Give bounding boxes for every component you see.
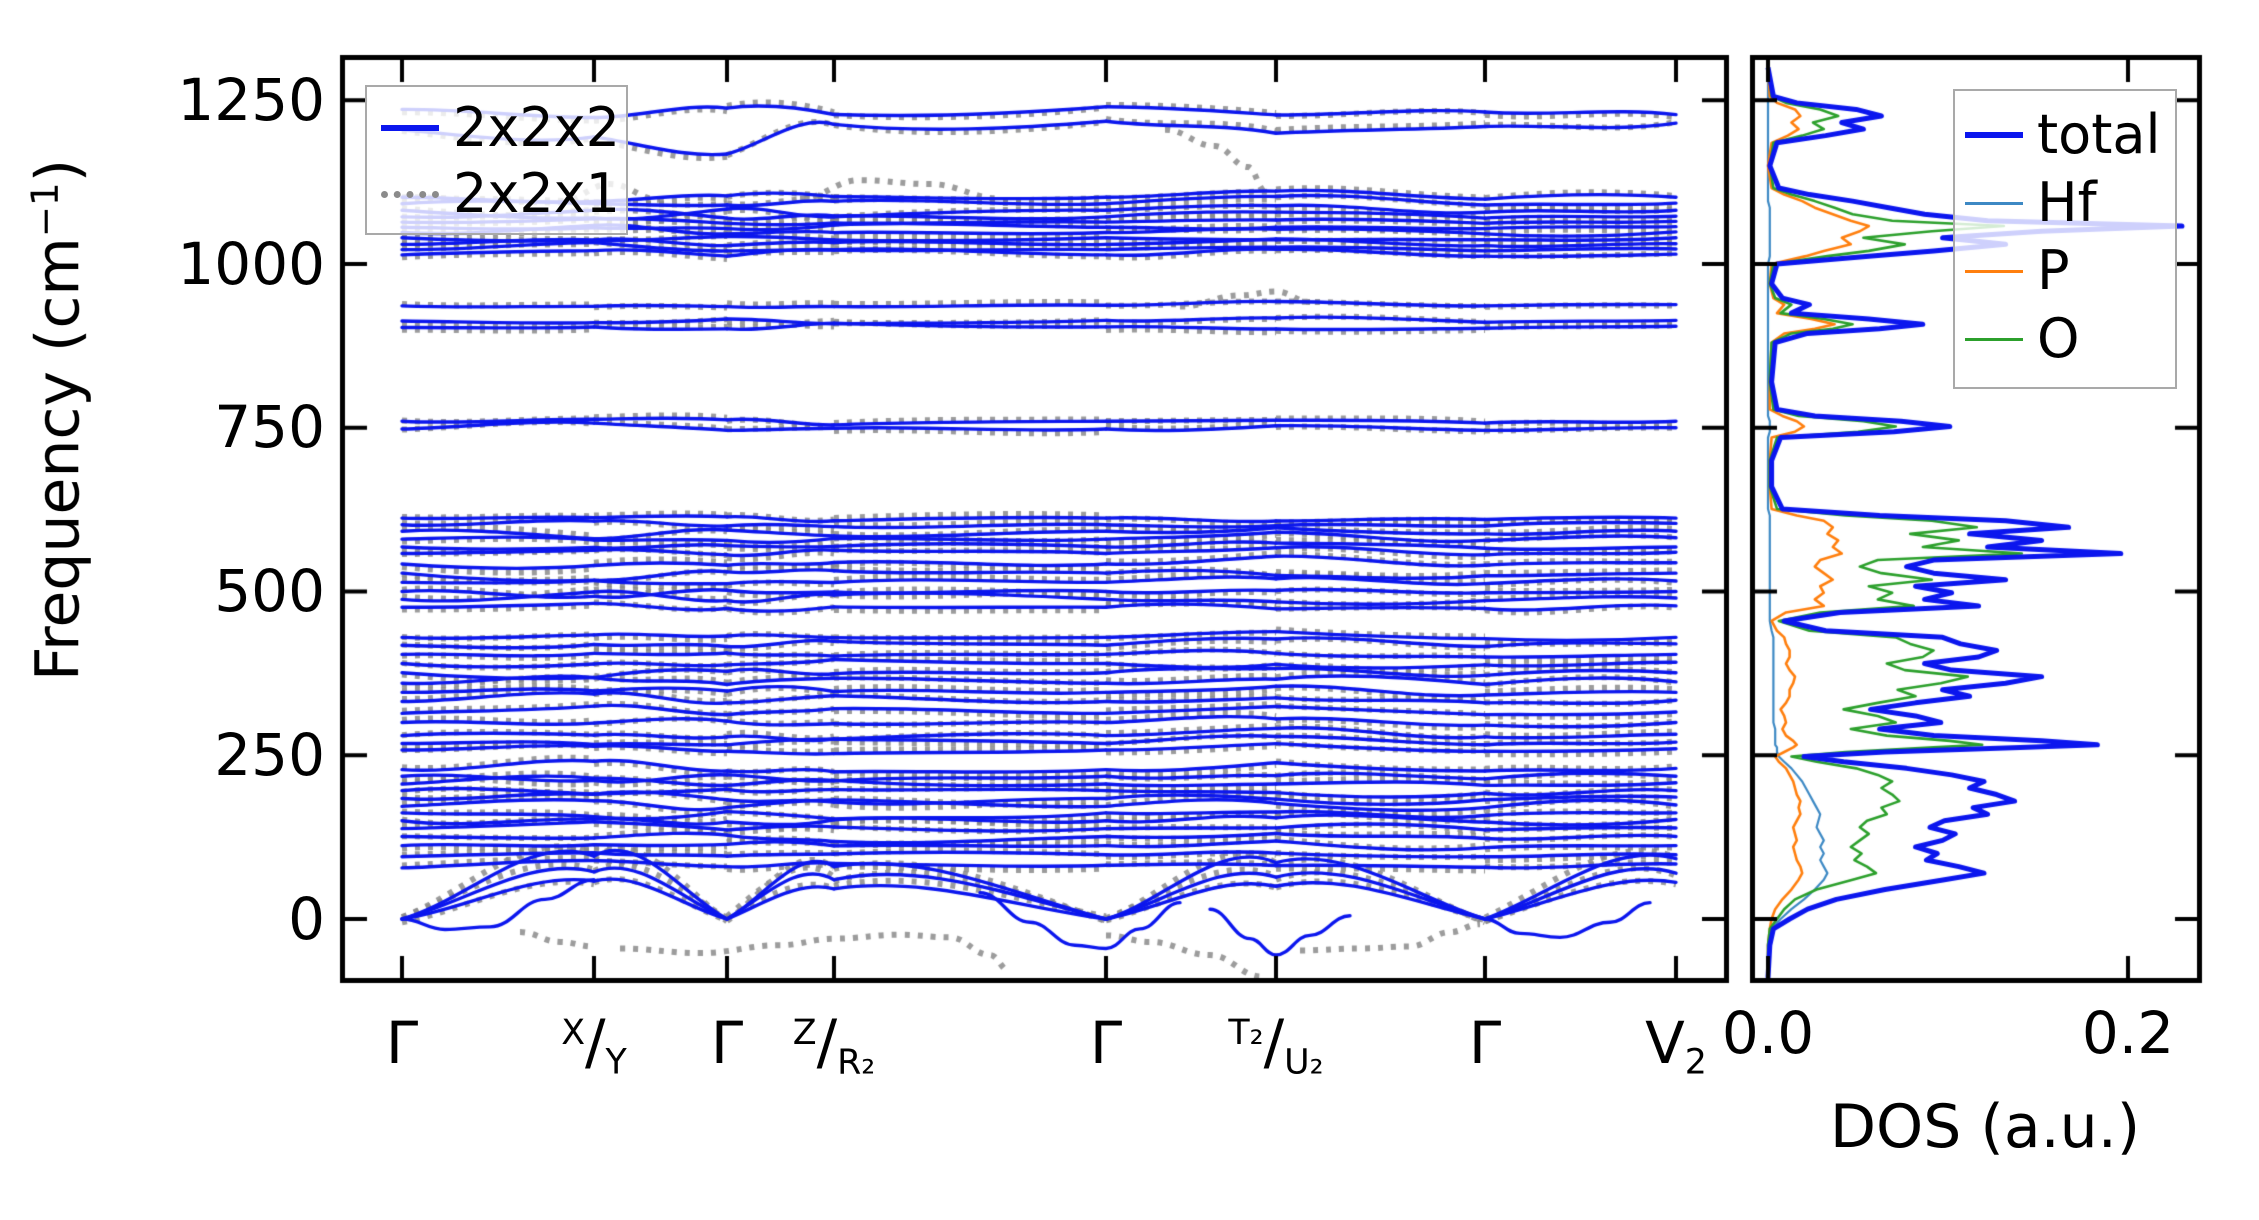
legend-label: total [2037, 103, 2161, 166]
dos-x-tick-label: 0.0 [1721, 999, 1815, 1067]
y-tick-label: 1250 [177, 66, 325, 134]
legend-label: 2x2x1 [453, 162, 620, 225]
hf-line-sample [1965, 201, 2023, 205]
legend-item-2x2x2: 2x2x2 [381, 95, 626, 161]
band-legend: 2x2x2 2x2x1 [365, 85, 628, 235]
legend-label: 2x2x2 [453, 96, 620, 159]
legend-item-p: P [1965, 237, 2175, 305]
y-axis-label: Frequency (cm−1) [22, 158, 94, 682]
x-tick-label-zr2: Z/R₂ [792, 1007, 876, 1083]
dotted-gray-line-sample [381, 190, 439, 198]
x-tick-label-v2: V2 [1645, 1009, 1707, 1083]
dos-legend: total Hf P O [1953, 89, 2177, 389]
y-tick-label: 1000 [177, 230, 325, 298]
x-tick-label-t2u2: T₂/U₂ [1228, 1007, 1324, 1083]
x-tick-label-gamma: Γ [385, 1009, 419, 1078]
legend-label: O [2037, 307, 2080, 370]
dos-x-tick-label: 0.2 [2081, 999, 2175, 1067]
x-tick-label-gamma: Γ [1089, 1009, 1123, 1078]
legend-item-hf: Hf [1965, 169, 2175, 237]
x-tick-label-gamma: Γ [710, 1009, 744, 1078]
o-line-sample [1965, 337, 2023, 341]
y-tick-label: 0 [288, 885, 325, 953]
solid-blue-line-sample [381, 125, 439, 131]
p-line-sample [1965, 269, 2023, 273]
legend-label: Hf [2037, 171, 2097, 234]
legend-item-2x2x1: 2x2x1 [381, 161, 626, 227]
legend-item-total: total [1965, 101, 2175, 169]
y-tick-label: 250 [214, 721, 325, 789]
y-tick-label: 500 [214, 557, 325, 625]
legend-item-o: O [1965, 305, 2175, 373]
total-line-sample [1965, 132, 2023, 138]
legend-label: P [2037, 239, 2070, 302]
x-tick-label-xy: X/Y [561, 1007, 627, 1083]
dos-axis-label: DOS (a.u.) [1829, 1092, 2141, 1162]
x-tick-label-gamma: Γ [1468, 1009, 1502, 1078]
y-tick-label: 750 [214, 393, 325, 461]
